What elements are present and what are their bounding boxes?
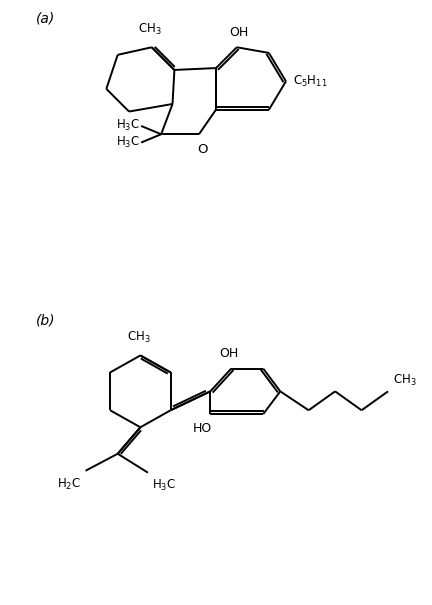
Text: CH$_3$: CH$_3$ [127,330,150,345]
Text: OH: OH [229,26,248,39]
Text: CH$_3$: CH$_3$ [393,373,416,388]
Text: H$_3$C: H$_3$C [116,135,140,150]
Text: (a): (a) [36,11,56,25]
Text: (b): (b) [36,314,56,328]
Text: H$_2$C: H$_2$C [57,477,81,491]
Text: OH: OH [219,347,239,361]
Text: CH$_3$: CH$_3$ [138,22,162,37]
Text: H$_3$C: H$_3$C [116,119,140,134]
Text: HO: HO [193,422,213,436]
Text: O: O [197,143,207,155]
Text: H$_3$C: H$_3$C [152,479,176,494]
Text: C$_5$H$_{11}$: C$_5$H$_{11}$ [293,74,327,89]
